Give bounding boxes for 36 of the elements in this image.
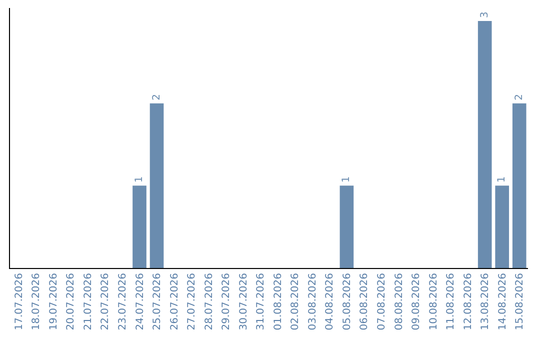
x-tick-label: 31.07.2026 [256, 273, 267, 330]
data-label: 2 [514, 94, 525, 100]
x-tick-label: 07.08.2026 [376, 273, 388, 330]
x-tick-label: 08.08.2026 [394, 273, 405, 330]
x-tick-label: 23.07.2026 [117, 273, 128, 330]
x-tick-label: 18.07.2026 [31, 273, 42, 330]
x-tick-label: 25.07.2026 [152, 273, 164, 330]
x-tick-label: 12.08.2026 [462, 273, 474, 330]
x-tick-label: 24.07.2026 [134, 273, 146, 330]
x-tick-label: 10.08.2026 [428, 273, 440, 330]
data-label: 1 [341, 176, 352, 183]
data-label: 1 [496, 176, 508, 183]
x-tick-label: 20.07.2026 [66, 273, 77, 330]
x-tick-label: 04.08.2026 [324, 273, 336, 330]
x-tick-label: 05.08.2026 [342, 273, 353, 330]
x-tick-label: 26.07.2026 [169, 273, 180, 330]
x-tick-label: 02.08.2026 [290, 273, 302, 330]
x-tick-label: 01.08.2026 [272, 273, 284, 330]
x-tick-label: 21.07.2026 [82, 273, 94, 330]
x-tick-label: 19.07.2026 [48, 273, 60, 330]
x-tick-label: 09.08.2026 [411, 273, 422, 330]
data-label: 3 [479, 12, 490, 18]
x-tick-label: 17.07.2026 [14, 273, 25, 330]
x-tick-label: 11.08.2026 [446, 273, 457, 330]
x-tick-label: 06.08.2026 [359, 273, 370, 330]
x-tick-label: 27.07.2026 [186, 273, 198, 330]
data-label: 1 [134, 176, 145, 183]
x-tick-label: 03.08.2026 [307, 273, 318, 330]
x-tick-label: 30.07.2026 [238, 273, 250, 330]
x-tick-label: 28.07.2026 [204, 273, 215, 330]
x-tick-label: 13.08.2026 [480, 273, 492, 330]
x-tick-label: 22.07.2026 [100, 273, 112, 330]
data-label: 2 [151, 94, 162, 100]
x-tick-label: 15.08.2026 [514, 273, 526, 330]
x-tick-label: 14.08.2026 [497, 273, 508, 330]
x-tick-label: 29.07.2026 [221, 273, 232, 330]
